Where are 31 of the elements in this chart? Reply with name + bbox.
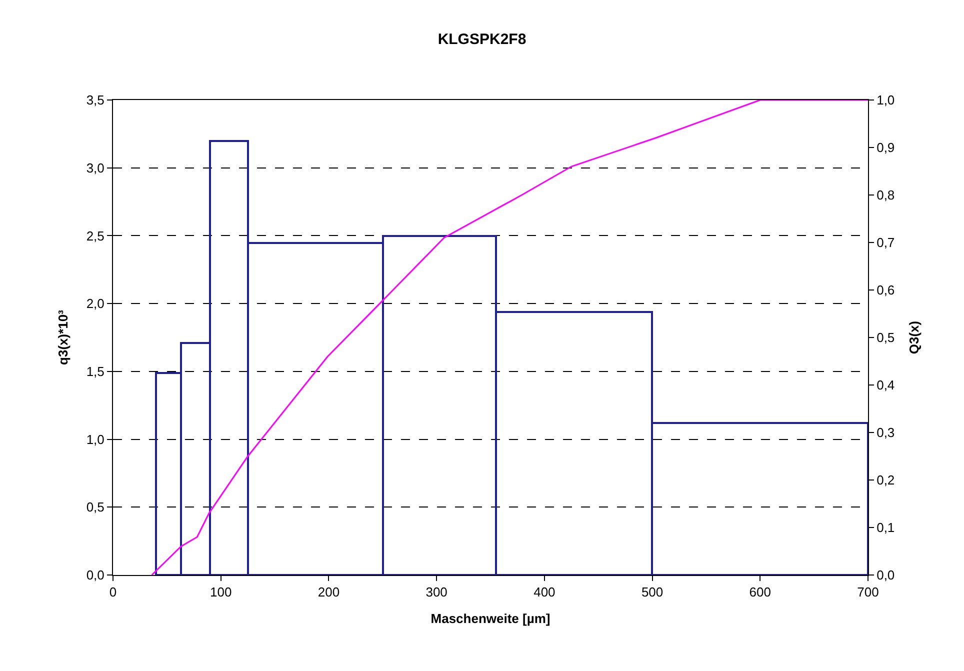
- y2-axis-title: Q3(x): [906, 320, 922, 354]
- x-tick-label: 0: [109, 584, 117, 600]
- y-axis-title: q3(x)*10³: [55, 309, 70, 365]
- y2-tick-label: 0,1: [876, 520, 895, 536]
- y-tick-label: 0,0: [86, 568, 104, 583]
- y-tick-label: 0,5: [86, 500, 104, 515]
- y2-tick-label: 0,2: [876, 472, 895, 488]
- y-tick-label: 2,0: [86, 296, 104, 312]
- chart-title: KLGSPK2F8: [438, 31, 526, 48]
- y2-tick-label: 0,6: [876, 282, 895, 298]
- y2-tick-label: 0,7: [876, 235, 895, 250]
- y2-tick-label: 1,0: [876, 92, 895, 108]
- x-tick-label: 300: [426, 584, 448, 600]
- x-tick-label: 600: [749, 584, 771, 600]
- x-tick-label: 500: [641, 584, 664, 600]
- x-tick-label: 700: [857, 584, 879, 600]
- y2-tick-label: 0,9: [876, 140, 895, 156]
- y-tick-label: 1,0: [86, 432, 104, 447]
- y-tick-label: 2,5: [86, 228, 104, 244]
- y-tick-label: 3,0: [86, 160, 104, 176]
- y2-tick-label: 0,5: [876, 330, 895, 346]
- y2-tick-label: 0,3: [876, 425, 895, 440]
- x-tick-label: 200: [318, 584, 340, 600]
- y2-tick-label: 0,8: [876, 188, 895, 203]
- y-tick-label: 3,5: [86, 92, 104, 108]
- x-axis-title: Maschenweite [µm]: [430, 611, 550, 626]
- y2-tick-label: 0,0: [876, 568, 895, 583]
- y-tick-label: 1,5: [86, 364, 104, 379]
- y2-tick-label: 0,4: [876, 378, 895, 393]
- x-tick-label: 100: [210, 584, 232, 600]
- x-tick-label: 400: [534, 584, 556, 600]
